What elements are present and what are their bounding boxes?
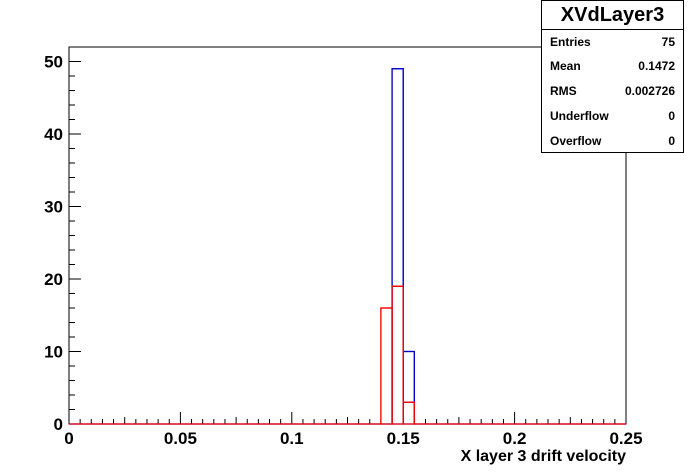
histogram-bin <box>391 285 404 425</box>
stats-label: Overflow <box>550 134 602 148</box>
stats-row-entries: Entries 75 <box>550 30 675 54</box>
stats-row-overflow: Overflow 0 <box>550 129 675 153</box>
y-tick-label: 10 <box>44 343 63 362</box>
stats-value: 0.002726 <box>624 84 675 98</box>
stats-label: Mean <box>550 59 581 73</box>
stats-row-mean: Mean 0.1472 <box>550 54 675 78</box>
tick-labels: 0 0.05 0.1 0.15 0.2 0.25 0 10 20 30 40 50 <box>44 53 642 449</box>
series-1-line <box>69 285 626 425</box>
stats-value: 75 <box>661 35 675 49</box>
x-tick-label: 0 <box>64 429 73 448</box>
stats-value: 0 <box>668 134 675 148</box>
histogram-bin <box>402 350 415 425</box>
stats-row-rms: RMS 0.002726 <box>550 79 675 103</box>
axis-ticks <box>68 46 627 425</box>
x-tick-label: 0.05 <box>164 429 197 448</box>
stats-value: 0 <box>668 109 675 123</box>
stats-label: RMS <box>550 84 577 98</box>
x-axis-title: X layer 3 drift velocity <box>461 448 627 465</box>
x-tick-label: 0.15 <box>387 429 420 448</box>
y-tick-label: 30 <box>44 198 63 217</box>
histogram-bin <box>380 307 393 425</box>
histogram-bin <box>402 401 415 425</box>
y-tick-label: 50 <box>44 53 63 72</box>
stats-label: Underflow <box>550 109 609 123</box>
stats-row-underflow: Underflow 0 <box>550 104 675 128</box>
histogram-bin <box>391 68 404 425</box>
histogram-series <box>69 68 626 425</box>
stats-title: XVdLayer3 <box>542 1 683 30</box>
y-tick-label: 0 <box>54 415 63 434</box>
x-tick-label: 0.1 <box>280 429 304 448</box>
x-tick-label: 0.2 <box>503 429 527 448</box>
stats-box: XVdLayer3 Entries 75 Mean 0.1472 RMS 0.0… <box>541 0 684 153</box>
y-tick-label: 20 <box>44 270 63 289</box>
stats-label: Entries <box>550 35 591 49</box>
x-tick-label: 0.25 <box>609 429 642 448</box>
stats-value: 0.1472 <box>638 59 675 73</box>
y-tick-label: 40 <box>44 125 63 144</box>
